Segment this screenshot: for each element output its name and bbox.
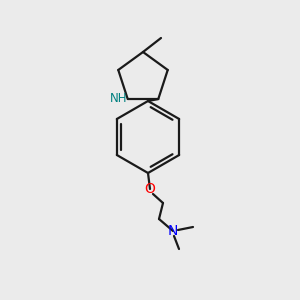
Text: N: N — [168, 224, 178, 238]
Text: NH: NH — [110, 92, 128, 104]
Text: O: O — [145, 182, 155, 196]
